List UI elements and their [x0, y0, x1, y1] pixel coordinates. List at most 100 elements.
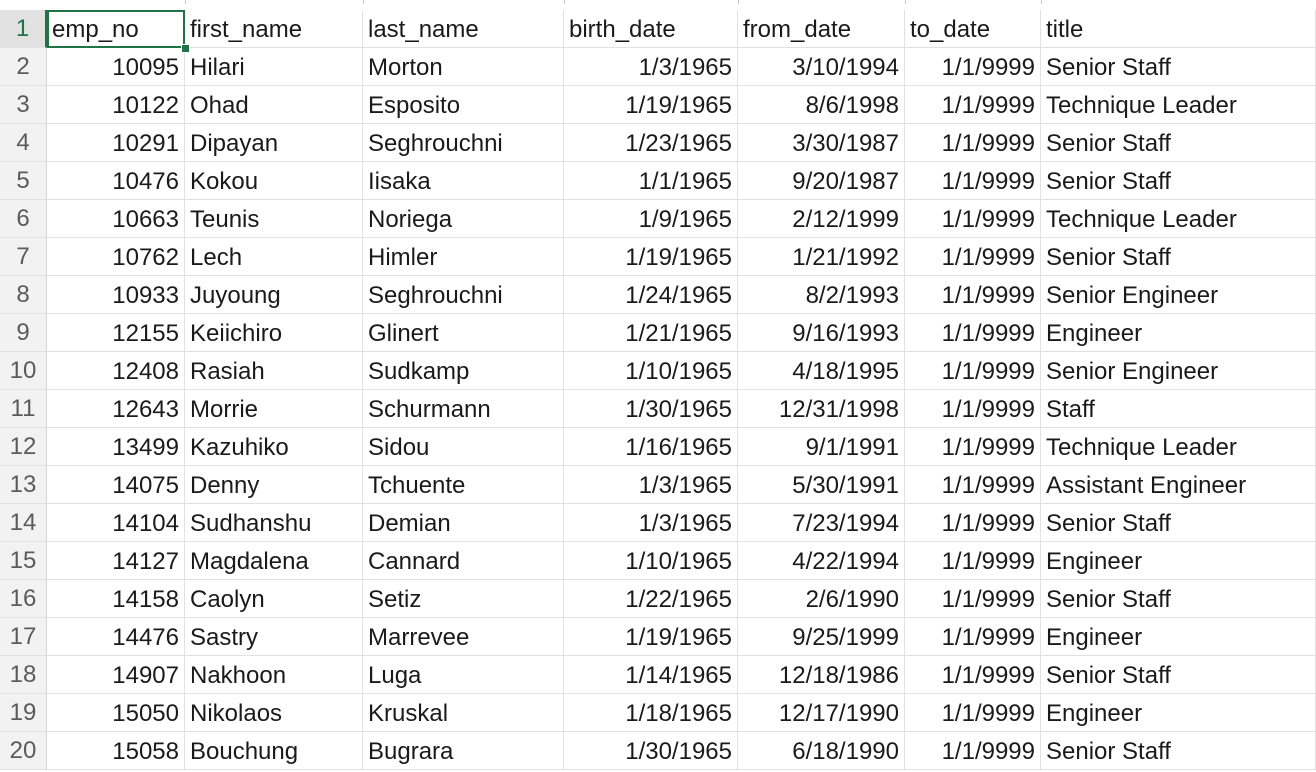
cell-emp-no[interactable]: 14075: [47, 466, 185, 504]
cell-from-date[interactable]: 9/1/1991: [738, 428, 905, 466]
cell-first-name[interactable]: Denny: [185, 466, 363, 504]
cell-birth-date[interactable]: 1/9/1965: [564, 200, 738, 238]
row-number[interactable]: 13: [0, 466, 47, 504]
column-divider[interactable]: [738, 0, 739, 4]
cell-emp-no[interactable]: 10933: [47, 276, 185, 314]
cell-birth-date[interactable]: 1/18/1965: [564, 694, 738, 732]
cell-first-name[interactable]: Caolyn: [185, 580, 363, 618]
cell-last-name[interactable]: Glinert: [363, 314, 564, 352]
cell-first-name[interactable]: Kazuhiko: [185, 428, 363, 466]
cell-birth-date[interactable]: 1/30/1965: [564, 390, 738, 428]
cell-birth-date[interactable]: 1/23/1965: [564, 124, 738, 162]
cell-emp-no[interactable]: 15050: [47, 694, 185, 732]
cell-title[interactable]: Senior Engineer: [1041, 352, 1316, 390]
row-number[interactable]: 6: [0, 200, 47, 238]
cell-emp-no[interactable]: 10476: [47, 162, 185, 200]
cell-last-name[interactable]: Tchuente: [363, 466, 564, 504]
row-number[interactable]: 18: [0, 656, 47, 694]
cell-from-date[interactable]: 5/30/1991: [738, 466, 905, 504]
cell-first-name[interactable]: Nikolaos: [185, 694, 363, 732]
cell-last-name[interactable]: Cannard: [363, 542, 564, 580]
cell-from-date[interactable]: 12/18/1986: [738, 656, 905, 694]
cell-from-date[interactable]: 7/23/1994: [738, 504, 905, 542]
column-divider[interactable]: [363, 0, 364, 4]
cell-from-date[interactable]: 4/22/1994: [738, 542, 905, 580]
cell-last-name[interactable]: Sudkamp: [363, 352, 564, 390]
cell-first-name[interactable]: Bouchung: [185, 732, 363, 770]
cell-from-date[interactable]: 9/25/1999: [738, 618, 905, 656]
cell-from-date[interactable]: 12/31/1998: [738, 390, 905, 428]
column-divider[interactable]: [564, 0, 565, 4]
cell-to-date[interactable]: 1/1/9999: [905, 390, 1041, 428]
cell-to-date[interactable]: 1/1/9999: [905, 504, 1041, 542]
row-number[interactable]: 7: [0, 238, 47, 276]
cell-last-name[interactable]: Schurmann: [363, 390, 564, 428]
cell-emp-no[interactable]: 12643: [47, 390, 185, 428]
cell-last-name[interactable]: Setiz: [363, 580, 564, 618]
cell-to-date[interactable]: 1/1/9999: [905, 238, 1041, 276]
cell-title[interactable]: Engineer: [1041, 314, 1316, 352]
cell-birth-date[interactable]: 1/3/1965: [564, 48, 738, 86]
cell-first-name[interactable]: Morrie: [185, 390, 363, 428]
cell-emp-no[interactable]: 15058: [47, 732, 185, 770]
cell-title[interactable]: Senior Engineer: [1041, 276, 1316, 314]
header-cell-title[interactable]: title: [1041, 10, 1316, 48]
cell-emp-no[interactable]: 12408: [47, 352, 185, 390]
cell-title[interactable]: Assistant Engineer: [1041, 466, 1316, 504]
header-cell-to-date[interactable]: to_date: [905, 10, 1041, 48]
cell-title[interactable]: Engineer: [1041, 542, 1316, 580]
cell-title[interactable]: Senior Staff: [1041, 504, 1316, 542]
cell-title[interactable]: Technique Leader: [1041, 200, 1316, 238]
header-cell-first-name[interactable]: first_name: [185, 10, 363, 48]
cell-to-date[interactable]: 1/1/9999: [905, 618, 1041, 656]
row-number[interactable]: 19: [0, 694, 47, 732]
cell-from-date[interactable]: 12/17/1990: [738, 694, 905, 732]
cell-to-date[interactable]: 1/1/9999: [905, 466, 1041, 504]
cell-first-name[interactable]: Lech: [185, 238, 363, 276]
cell-last-name[interactable]: Seghrouchni: [363, 124, 564, 162]
cell-emp-no[interactable]: 10291: [47, 124, 185, 162]
cell-from-date[interactable]: 1/21/1992: [738, 238, 905, 276]
header-cell-last-name[interactable]: last_name: [363, 10, 564, 48]
cell-to-date[interactable]: 1/1/9999: [905, 48, 1041, 86]
cell-first-name[interactable]: Juyoung: [185, 276, 363, 314]
cell-last-name[interactable]: Iisaka: [363, 162, 564, 200]
cell-to-date[interactable]: 1/1/9999: [905, 352, 1041, 390]
cell-from-date[interactable]: 8/2/1993: [738, 276, 905, 314]
cell-first-name[interactable]: Sastry: [185, 618, 363, 656]
cell-to-date[interactable]: 1/1/9999: [905, 580, 1041, 618]
cell-birth-date[interactable]: 1/14/1965: [564, 656, 738, 694]
header-cell-birth-date[interactable]: birth_date: [564, 10, 738, 48]
cell-emp-no[interactable]: 10663: [47, 200, 185, 238]
cell-birth-date[interactable]: 1/19/1965: [564, 238, 738, 276]
cell-to-date[interactable]: 1/1/9999: [905, 86, 1041, 124]
cell-birth-date[interactable]: 1/1/1965: [564, 162, 738, 200]
cell-last-name[interactable]: Sidou: [363, 428, 564, 466]
cell-last-name[interactable]: Bugrara: [363, 732, 564, 770]
cell-title[interactable]: Engineer: [1041, 618, 1316, 656]
cell-to-date[interactable]: 1/1/9999: [905, 276, 1041, 314]
cell-to-date[interactable]: 1/1/9999: [905, 694, 1041, 732]
cell-last-name[interactable]: Kruskal: [363, 694, 564, 732]
cell-title[interactable]: Staff: [1041, 390, 1316, 428]
cell-title[interactable]: Engineer: [1041, 694, 1316, 732]
row-number[interactable]: 17: [0, 618, 47, 656]
cell-first-name[interactable]: Nakhoon: [185, 656, 363, 694]
cell-last-name[interactable]: Demian: [363, 504, 564, 542]
column-divider[interactable]: [185, 0, 186, 4]
cell-first-name[interactable]: Rasiah: [185, 352, 363, 390]
row-number[interactable]: 4: [0, 124, 47, 162]
cell-birth-date[interactable]: 1/3/1965: [564, 504, 738, 542]
cell-emp-no[interactable]: 14104: [47, 504, 185, 542]
cell-emp-no[interactable]: 14907: [47, 656, 185, 694]
row-number[interactable]: 9: [0, 314, 47, 352]
row-number[interactable]: 8: [0, 276, 47, 314]
cell-birth-date[interactable]: 1/30/1965: [564, 732, 738, 770]
cell-title[interactable]: Senior Staff: [1041, 580, 1316, 618]
cell-from-date[interactable]: 6/18/1990: [738, 732, 905, 770]
cell-birth-date[interactable]: 1/3/1965: [564, 466, 738, 504]
cell-title[interactable]: Technique Leader: [1041, 86, 1316, 124]
cell-from-date[interactable]: 2/6/1990: [738, 580, 905, 618]
cell-to-date[interactable]: 1/1/9999: [905, 314, 1041, 352]
cell-from-date[interactable]: 2/12/1999: [738, 200, 905, 238]
